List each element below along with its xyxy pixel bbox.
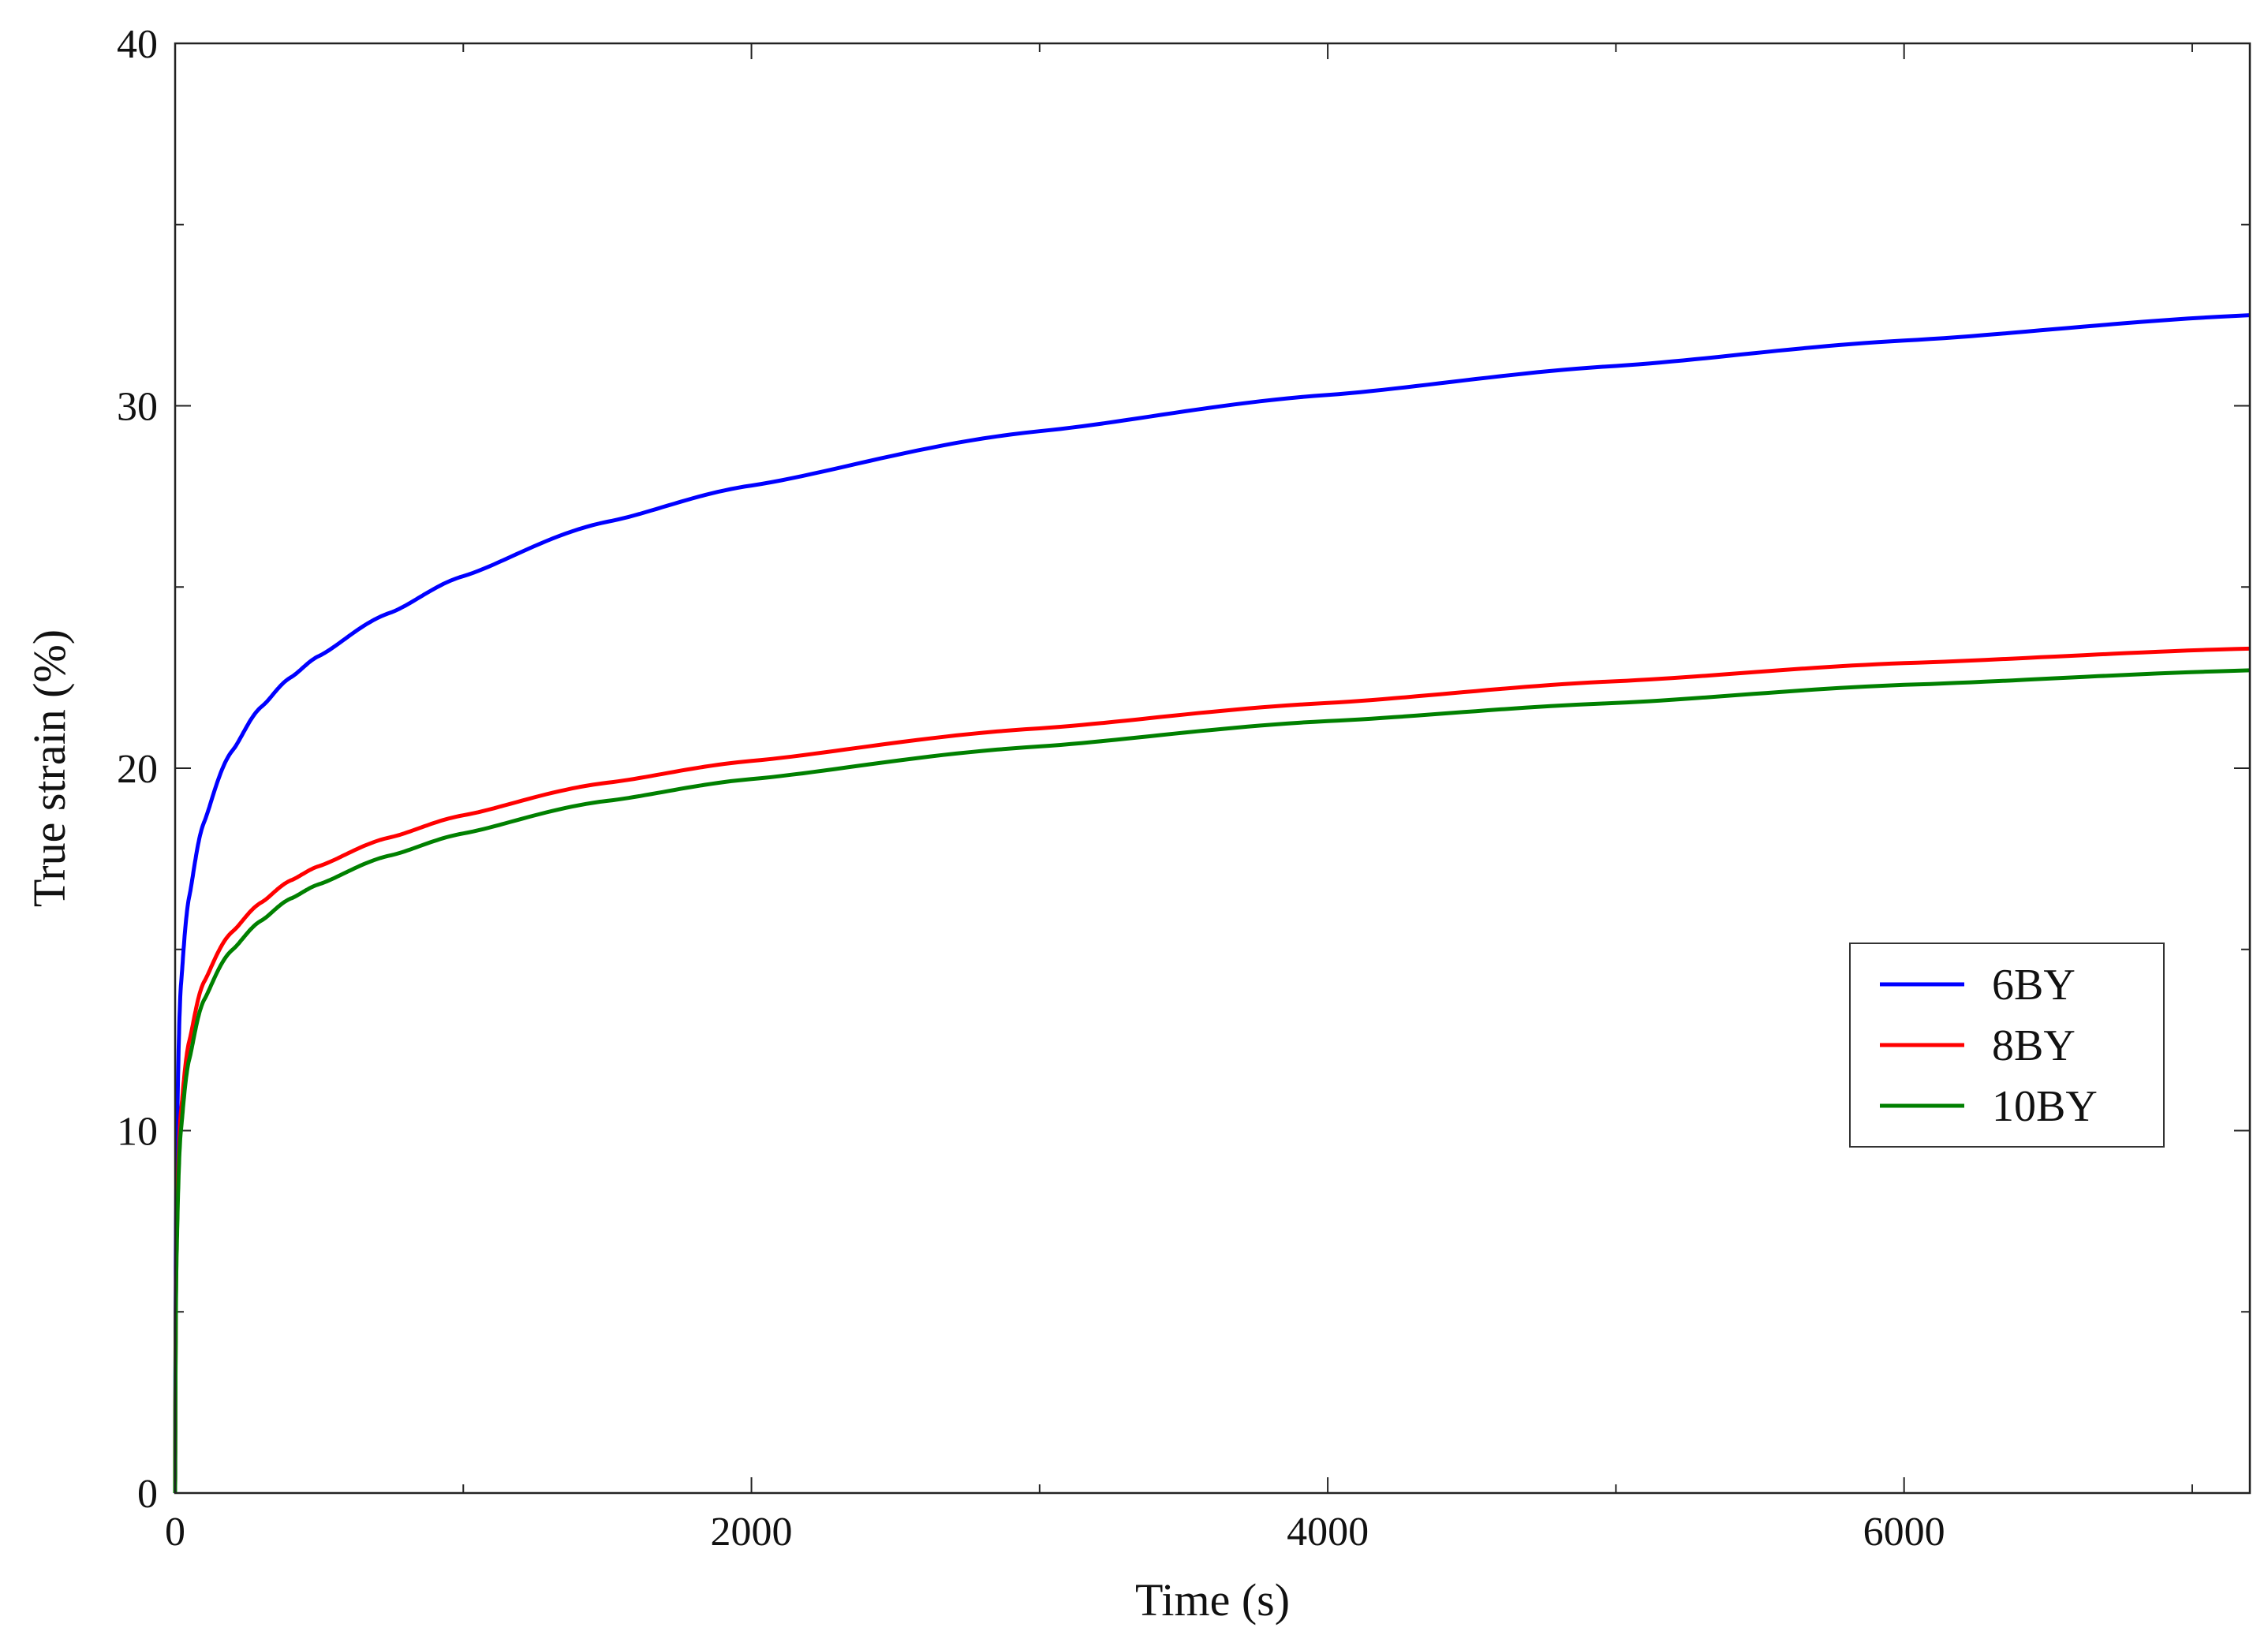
axis-tick-labels: 0 2000 4000 6000 0 10 20 30 40: [117, 22, 1945, 1555]
x-tick-label: 2000: [711, 1510, 793, 1555]
legend: 6BY 8BY 10BY: [1849, 943, 2165, 1148]
series-line-10by: [173, 668, 2251, 1493]
series-layer: [173, 313, 2251, 1493]
y-tick-label: 30: [117, 385, 158, 430]
series-line-6by: [173, 313, 2251, 1493]
legend-label-10by: 10BY: [1992, 1082, 2098, 1131]
x-tick-label: 6000: [1863, 1510, 1945, 1555]
x-axis-title: Time (s): [1135, 1574, 1290, 1626]
x-tick-label: 0: [165, 1510, 185, 1555]
y-tick-label: 40: [117, 22, 158, 67]
y-axis-title: True strain (%): [24, 629, 75, 907]
legend-label-8by: 8BY: [1992, 1021, 2076, 1070]
y-tick-label: 10: [117, 1110, 158, 1155]
plot-frame: [174, 42, 2251, 1495]
legend-label-6by: 6BY: [1992, 961, 2076, 1010]
y-tick-label: 20: [117, 747, 158, 792]
y-tick-label: 0: [137, 1472, 158, 1517]
series-line-8by: [173, 646, 2251, 1493]
x-tick-label: 4000: [1287, 1510, 1369, 1555]
